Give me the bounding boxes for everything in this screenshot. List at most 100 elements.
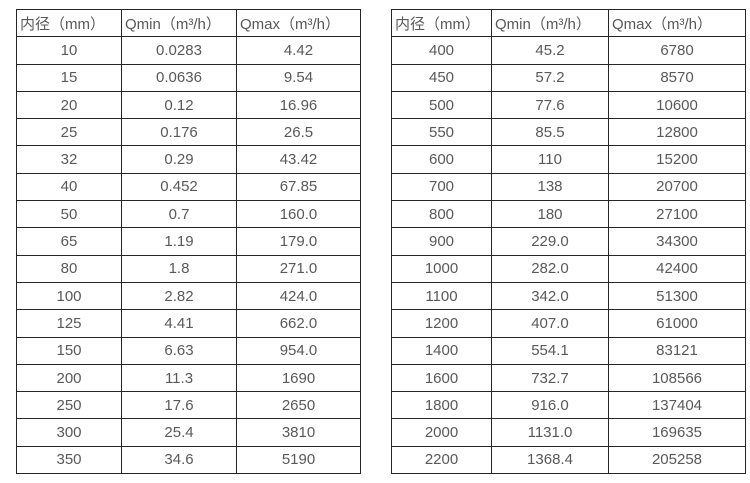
qmax-cell: 2650: [236, 391, 361, 420]
qmax-cell: 662.0: [236, 309, 361, 338]
qmax-cell: 42400: [608, 254, 746, 283]
table-row: 900 229.0 34300: [391, 227, 746, 256]
diameter-cell: 300: [16, 418, 122, 447]
diameter-cell: 125: [16, 309, 122, 338]
table-row: 250 17.6 2650: [16, 391, 361, 420]
qmax-cell: 205258: [608, 445, 746, 475]
table-row: 100 2.82 424.0: [16, 281, 361, 311]
table-row: 800 180 27100: [391, 200, 746, 229]
table-header-row: 内径（mm） Qmin（m³/h） Qmax（m³/h）: [16, 8, 361, 38]
diameter-cell: 800: [391, 200, 492, 229]
qmin-cell: 138: [491, 172, 609, 202]
table-row: 65 1.19 179.0: [16, 227, 361, 256]
table-row: 1000 282.0 42400: [391, 254, 746, 283]
qmin-cell: 0.12: [121, 90, 237, 120]
table-header-row: 内径（mm） Qmin（m³/h） Qmax（m³/h）: [391, 8, 746, 38]
qmax-cell: 6780: [608, 36, 746, 65]
diameter-cell: 32: [16, 145, 122, 174]
qmin-cell: 0.0283: [121, 36, 237, 65]
qmax-cell: 954.0: [236, 336, 361, 365]
qmax-cell: 424.0: [236, 281, 361, 311]
qmin-cell: 229.0: [491, 227, 609, 256]
qmax-cell: 9.54: [236, 63, 361, 92]
qmin-cell: 0.452: [121, 172, 237, 202]
qmax-cell: 160.0: [236, 200, 361, 229]
table-row: 80 1.8 271.0: [16, 254, 361, 283]
table-row: 10 0.0283 4.42: [16, 36, 361, 65]
qmax-cell: 51300: [608, 281, 746, 311]
diameter-cell: 40: [16, 172, 122, 202]
diameter-cell: 550: [391, 118, 492, 147]
table-row: 1400 554.1 83121: [391, 336, 746, 365]
table-row: 1600 732.7 108566: [391, 363, 746, 393]
table-row: 550 85.5 12800: [391, 118, 746, 147]
table-row: 40 0.452 67.85: [16, 172, 361, 202]
qmin-cell: 45.2: [491, 36, 609, 65]
table-body: 10 0.0283 4.42 15 0.0636 9.54 20 0.12 16.96 25 0.1…: [16, 36, 361, 475]
diameter-cell: 20: [16, 90, 122, 120]
qmin-cell: 0.7: [121, 200, 237, 229]
table-body: 400 45.2 6780 450 57.2 8570 500 77.6 10600 550 85.…: [391, 36, 746, 475]
diameter-cell: 250: [16, 391, 122, 420]
qmax-cell: 5190: [236, 445, 361, 475]
table-row: 350 34.6 5190: [16, 445, 361, 475]
diameter-cell: 400: [391, 36, 492, 65]
diameter-column-header: 内径（mm）: [16, 8, 122, 38]
table-row: 32 0.29 43.42: [16, 145, 361, 174]
qmax-cell: 27100: [608, 200, 746, 229]
qmin-cell: 34.6: [121, 445, 237, 475]
table-row: 15 0.0636 9.54: [16, 63, 361, 92]
qmin-cell: 4.41: [121, 309, 237, 338]
qmax-cell: 1690: [236, 363, 361, 393]
table-row: 2000 1131.0 169635: [391, 418, 746, 447]
qmin-cell: 732.7: [491, 363, 609, 393]
qmin-cell: 1368.4: [491, 445, 609, 475]
qmax-cell: 12800: [608, 118, 746, 147]
qmax-cell: 67.85: [236, 172, 361, 202]
qmin-column-header: Qmin（m³/h）: [491, 8, 609, 38]
qmax-cell: 137404: [608, 391, 746, 420]
table-row: 20 0.12 16.96: [16, 90, 361, 120]
diameter-cell: 1000: [391, 254, 492, 283]
qmax-cell: 8570: [608, 63, 746, 92]
qmax-cell: 43.42: [236, 145, 361, 174]
diameter-cell: 1600: [391, 363, 492, 393]
qmin-cell: 17.6: [121, 391, 237, 420]
qmax-column-header: Qmax（m³/h）: [236, 8, 361, 38]
qmin-cell: 2.82: [121, 281, 237, 311]
qmin-cell: 180: [491, 200, 609, 229]
diameter-column-header: 内径（mm）: [391, 8, 492, 38]
qmax-cell: 4.42: [236, 36, 361, 65]
diameter-cell: 1800: [391, 391, 492, 420]
table-row: 1200 407.0 61000: [391, 309, 746, 338]
qmax-cell: 15200: [608, 145, 746, 174]
qmax-cell: 3810: [236, 418, 361, 447]
diameter-cell: 25: [16, 118, 122, 147]
qmin-cell: 554.1: [491, 336, 609, 365]
table-row: 125 4.41 662.0: [16, 309, 361, 338]
qmax-cell: 10600: [608, 90, 746, 120]
diameter-cell: 500: [391, 90, 492, 120]
table-row: 700 138 20700: [391, 172, 746, 202]
diameter-cell: 1200: [391, 309, 492, 338]
qmax-cell: 16.96: [236, 90, 361, 120]
qmax-cell: 271.0: [236, 254, 361, 283]
diameter-cell: 50: [16, 200, 122, 229]
qmax-cell: 179.0: [236, 227, 361, 256]
table-row: 400 45.2 6780: [391, 36, 746, 65]
diameter-cell: 200: [16, 363, 122, 393]
diameter-cell: 15: [16, 63, 122, 92]
table-row: 300 25.4 3810: [16, 418, 361, 447]
qmin-cell: 407.0: [491, 309, 609, 338]
diameter-cell: 150: [16, 336, 122, 365]
table-row: 500 77.6 10600: [391, 90, 746, 120]
diameter-cell: 1100: [391, 281, 492, 311]
qmin-cell: 110: [491, 145, 609, 174]
diameter-cell: 2200: [391, 445, 492, 475]
qmin-cell: 1.19: [121, 227, 237, 256]
qmin-cell: 77.6: [491, 90, 609, 120]
table-row: 1100 342.0 51300: [391, 281, 746, 311]
table-row: 1800 916.0 137404: [391, 391, 746, 420]
qmin-cell: 916.0: [491, 391, 609, 420]
